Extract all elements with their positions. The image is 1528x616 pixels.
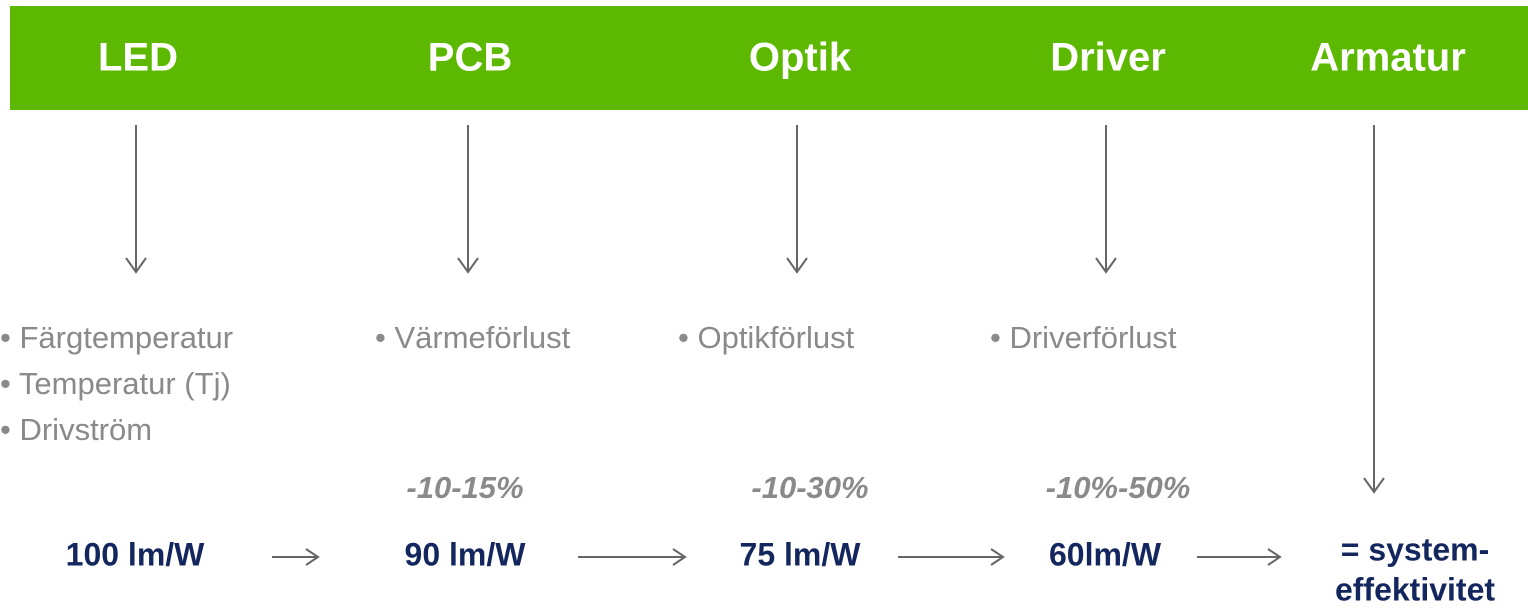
header-bar (10, 6, 1528, 110)
column-title: LED (98, 36, 178, 80)
bullet-item: • Drivström (0, 412, 152, 447)
loss-label: -10%-50% (1046, 470, 1191, 505)
right-arrow (1197, 548, 1282, 566)
column-title: Optik (749, 36, 852, 80)
right-arrow (272, 548, 320, 566)
down-arrow (786, 125, 808, 274)
efficiency-label: 60lm/W (1049, 536, 1162, 572)
efficiency-label: 75 lm/W (740, 536, 862, 572)
right-arrow (578, 548, 687, 566)
down-arrow (1363, 125, 1385, 494)
bullet-item: • Färgtemperatur (0, 320, 233, 355)
column-title: PCB (428, 36, 512, 80)
loss-label: -10-15% (406, 470, 523, 505)
down-arrow (457, 125, 479, 274)
column-title: Armatur (1310, 36, 1466, 80)
right-arrow (898, 548, 1005, 566)
efficiency-label: effektivitet (1335, 571, 1495, 607)
efficiency-label: = system- (1341, 531, 1490, 567)
loss-label: -10-30% (751, 470, 868, 505)
column-title: Driver (1050, 36, 1166, 80)
bullet-item: • Driverförlust (990, 320, 1177, 355)
down-arrow (1095, 125, 1117, 274)
efficiency-label: 90 lm/W (405, 536, 527, 572)
arrows (125, 125, 1385, 566)
bullet-item: • Optikförlust (678, 320, 855, 355)
down-arrow (125, 125, 147, 274)
bullet-item: • Temperatur (Tj) (0, 366, 231, 401)
bullet-item: • Värmeförlust (375, 320, 571, 355)
efficiency-label: 100 lm/W (66, 536, 206, 572)
